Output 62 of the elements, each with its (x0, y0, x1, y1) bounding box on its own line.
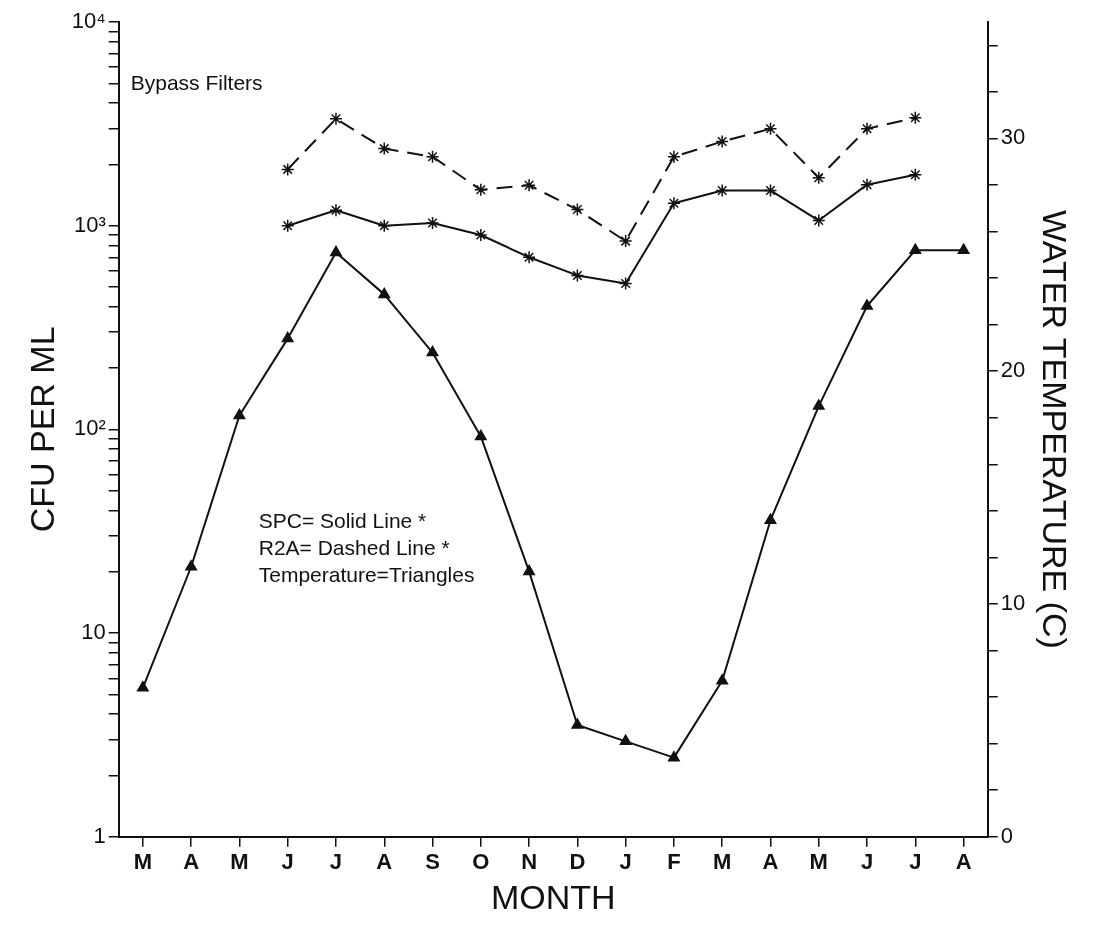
x-tick-label: D (569, 849, 586, 875)
y-tick-label: 10³ (73, 211, 106, 237)
point (860, 122, 874, 136)
x-tick-label: M (133, 849, 153, 875)
point (860, 177, 874, 192)
point (280, 218, 295, 233)
y-tick-label: 10⁴ (71, 8, 106, 34)
point (329, 112, 343, 126)
point (715, 134, 729, 149)
annotation: SPC= Solid Line * (258, 508, 427, 532)
point (425, 150, 440, 164)
x-tick-label: A (376, 849, 393, 875)
point (570, 202, 585, 217)
y-tick-label: 1 (93, 822, 106, 848)
point (329, 203, 343, 218)
annotation: Temperature=Triangles (258, 562, 475, 586)
x-tick-label: J (329, 849, 343, 875)
x-tick-label: J (619, 849, 632, 875)
point (570, 268, 585, 283)
point (715, 183, 729, 198)
point (812, 213, 826, 228)
point (812, 170, 826, 185)
x-tick-label: J (909, 849, 922, 875)
point (908, 167, 923, 182)
x-tick-label: S (425, 849, 440, 875)
point (618, 234, 633, 248)
point (667, 196, 681, 210)
x-tick-label: N (521, 849, 538, 875)
y-axis-title: CFU PER ML (22, 326, 61, 533)
y-tick-label: 10² (73, 415, 106, 441)
point (522, 250, 536, 264)
point (474, 183, 488, 197)
y2-tick-label: 30 (1000, 124, 1026, 150)
annotation: Bypass Filters (130, 70, 263, 94)
point (763, 183, 778, 198)
annotation: R2A= Dashed Line * (258, 535, 450, 559)
x-tick-label: M (230, 849, 249, 875)
point (377, 218, 391, 233)
x-tick-label: J (860, 849, 874, 875)
point (908, 110, 923, 125)
x-tick-label: A (762, 849, 779, 875)
x-tick-label: F (667, 849, 681, 875)
x-tick-label: M (713, 849, 732, 875)
point (763, 122, 778, 136)
point (425, 216, 440, 230)
x-tick-label: J (281, 849, 294, 875)
x-tick-label: A (955, 849, 972, 875)
y2-axis-title: WATER TEMPERATURE (C) (1036, 209, 1075, 649)
y2-tick-label: 0 (1000, 822, 1013, 848)
y2-tick-label: 10 (1000, 590, 1026, 616)
point (618, 276, 633, 291)
x-tick-label: O (472, 849, 490, 875)
x-tick-label: A (183, 849, 200, 875)
point (667, 150, 681, 164)
point (474, 228, 488, 242)
point (522, 178, 536, 192)
point (280, 162, 295, 177)
point (377, 141, 391, 156)
x-tick-label: M (809, 849, 828, 875)
x-axis-title: MONTH (490, 877, 616, 916)
y-tick-label: 10 (81, 619, 106, 645)
y2-tick-label: 20 (1000, 357, 1026, 383)
